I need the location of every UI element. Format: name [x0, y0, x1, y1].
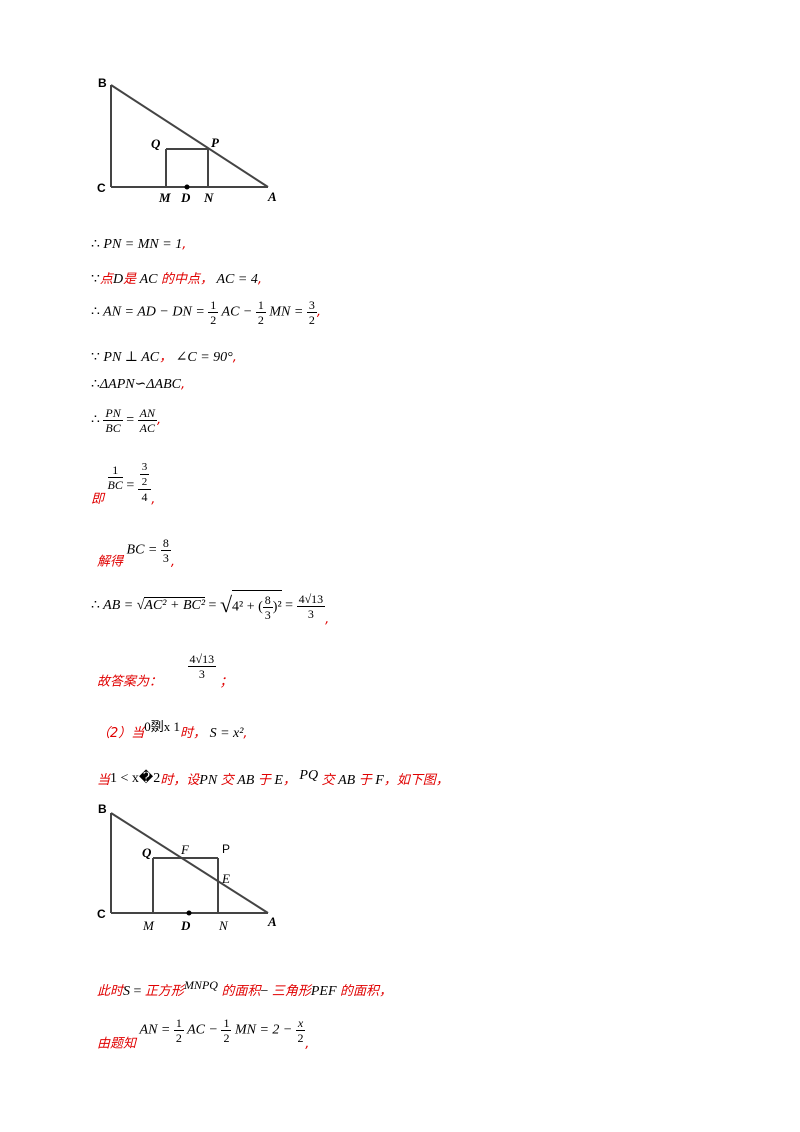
- fig1-label-b: B: [98, 76, 107, 90]
- line-11: （2）当0剟x 1时， S = x²,: [97, 719, 248, 741]
- line-5: ∴ΔAPN∽ΔABC,: [91, 377, 186, 392]
- fig2-label-f: F: [181, 842, 189, 857]
- fig1-label-n: N: [204, 190, 214, 205]
- fig1-label-d: D: [181, 190, 191, 205]
- line-6: ∴ PN BC = AN AC,: [91, 406, 162, 435]
- fig2-label-c: C: [97, 907, 106, 921]
- line-13: 此时S = 正方形MNPQ 的面积− 三角形PEF 的面积，: [97, 978, 393, 999]
- fig1-label-p: P: [211, 135, 219, 150]
- fig2-label-d: D: [181, 918, 191, 933]
- fig2-label-n: N: [219, 918, 228, 933]
- figure-1-diagram: [110, 84, 269, 190]
- line-2: ∵点D是 AC 的中点， AC = 4,: [91, 272, 262, 287]
- fig1-label-c: C: [97, 181, 106, 195]
- line-10: 故答案为： 4√13 3 ；: [97, 652, 233, 690]
- line-9: ∴ AB = √AC² + BC² = √4² + (8 3)² = 4√13 3,: [91, 590, 330, 628]
- line-4: ∵ PN ⊥ AC， ∠C = 90°,: [91, 350, 237, 365]
- fig1-label-a: A: [268, 189, 277, 204]
- figure-2-diagram: [110, 812, 269, 916]
- fig2-label-b: B: [98, 802, 107, 816]
- fig2-label-e: E: [222, 871, 230, 886]
- line-12: 当1 < x�2时，设PN 交 AB 于 E， PQ 交 AB 于 F，如下图，: [97, 768, 449, 788]
- fig2-label-m: M: [143, 918, 154, 933]
- line-1: ∴ PN = MN = 1,: [91, 237, 187, 252]
- fig2-label-a: A: [268, 914, 277, 929]
- fig1-label-q: Q: [151, 136, 161, 151]
- fig1-label-m: M: [159, 190, 171, 205]
- fig2-label-p: P: [222, 842, 231, 856]
- fig2-label-q: Q: [142, 845, 152, 860]
